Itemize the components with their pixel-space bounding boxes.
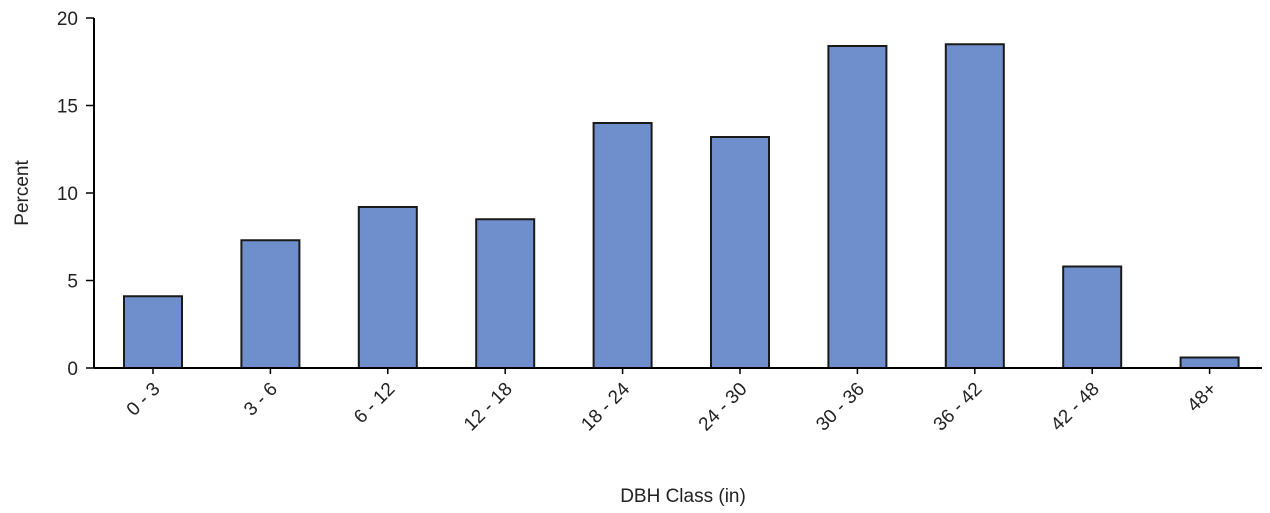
bar-42-48 [1062,265,1123,369]
x-axis-title: DBH Class (in) [620,486,746,507]
x-axis: 0 - 3 3 - 6 6 - 12 12 - 18 18 - 24 24 - 30 30 … [94,367,1262,435]
x-tick-label: 12 - 18 [460,379,517,436]
y-tick-label: 5 [67,272,78,293]
bar-6-12 [357,206,418,369]
bar-24-30 [710,136,770,369]
bar-0-3 [123,295,183,369]
bar-36-42 [944,43,1005,369]
x-tick-label: 36 - 42 [930,379,987,436]
y-tick-label: 10 [57,184,78,205]
bar-3-6 [240,239,301,369]
x-tick-label: 18 - 24 [577,378,634,435]
y-tick-label: 15 [57,97,78,118]
y-axis-title: Percent [12,160,33,226]
bars-group [123,43,1240,369]
x-tick-label: 6 - 12 [350,379,399,428]
bar-12-18 [475,218,536,369]
x-tick-label: 48+ [1183,379,1221,417]
x-tick-label: 3 - 6 [240,379,282,421]
x-tick-label: 30 - 36 [812,379,869,436]
y-tick-label: 0 [67,359,78,380]
y-tick-label: 20 [57,9,78,30]
bar-30-36 [827,45,888,369]
x-ticks: 0 - 3 3 - 6 6 - 12 12 - 18 18 - 24 24 - 30 30 … [123,368,1221,435]
x-tick-label: 42 - 48 [1047,379,1104,436]
y-ticks: 0 5 10 15 20 [57,9,94,380]
bar-18-24 [592,122,653,369]
x-tick-label: 0 - 3 [123,379,165,421]
y-axis: 0 5 10 15 20 [57,9,95,380]
bar-48plus [1179,356,1240,369]
x-tick-label: 24 - 30 [695,379,752,436]
